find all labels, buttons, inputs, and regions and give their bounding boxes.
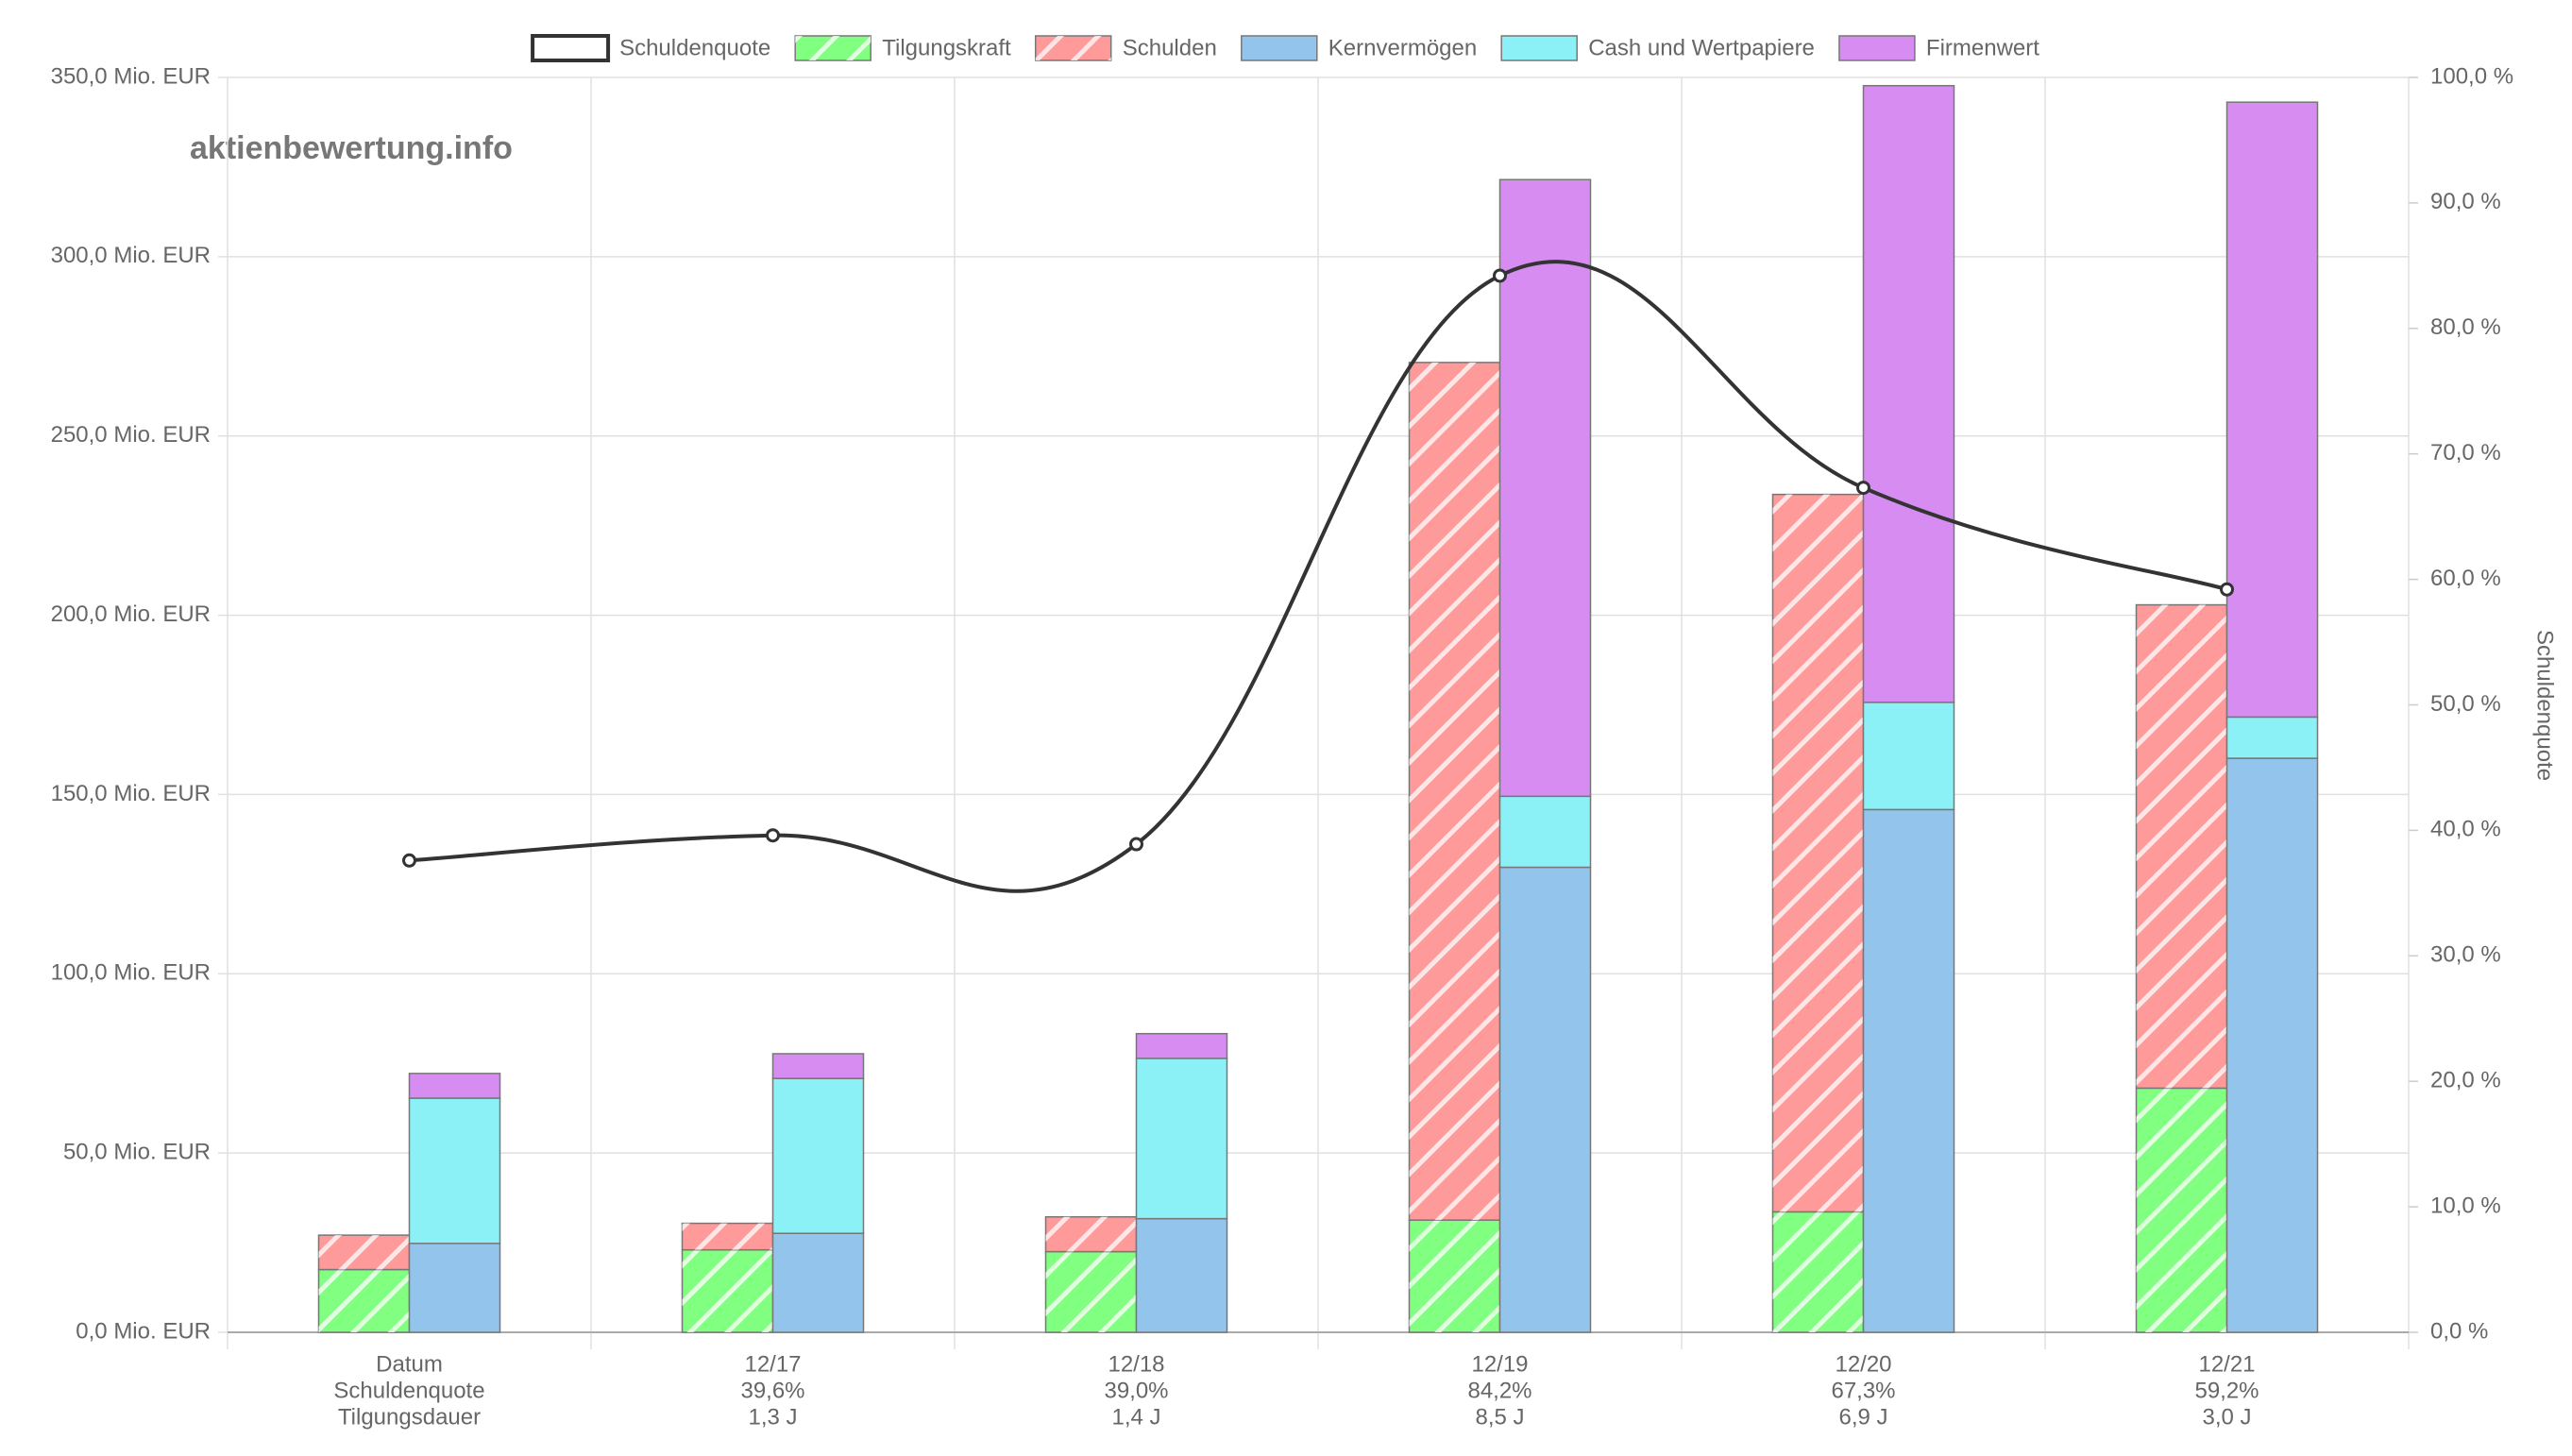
- x-tick-label: 39,0%: [1104, 1378, 1168, 1403]
- legend-label: Kernvermögen: [1328, 35, 1477, 60]
- bar: [771, 1077, 865, 1234]
- bar: [2225, 716, 2319, 759]
- legend-swatch: [531, 34, 611, 62]
- y2-tick-label: 40,0 %: [2430, 817, 2501, 842]
- x-tick-label: 67,3%: [1831, 1378, 1895, 1403]
- legend-label: Firmenwert: [1926, 35, 2039, 60]
- legend-label: Tilgungskraft: [882, 35, 1011, 60]
- bar: [2225, 101, 2319, 719]
- bar: [2225, 757, 2319, 1333]
- bar: [408, 1243, 501, 1333]
- legend: Schuldenquote Tilgungskraft Schulden Kernve…: [531, 34, 2039, 62]
- x-tick-label: 39,6%: [740, 1378, 804, 1403]
- y2-tick-label: 60,0 %: [2430, 566, 2501, 591]
- x-tick-label: 12/18: [1108, 1351, 1164, 1377]
- legend-swatch: [1838, 35, 1916, 61]
- line-point: [766, 828, 780, 843]
- bar: [317, 1234, 411, 1271]
- x-tick-label: 1,4 J: [1111, 1404, 1160, 1430]
- y-tick-label: 0,0 Mio. EUR: [76, 1318, 211, 1344]
- y-tick-label: 300,0 Mio. EUR: [51, 243, 211, 268]
- bar: [1408, 362, 1501, 1221]
- bar: [1862, 808, 1955, 1333]
- legend-swatch-hatch: [1035, 36, 1111, 60]
- bar: [2135, 603, 2228, 1090]
- bar: [1408, 1219, 1501, 1333]
- bar: [1044, 1215, 1138, 1253]
- bar: [408, 1097, 501, 1244]
- y2-tick-label: 70,0 %: [2430, 440, 2501, 466]
- x-tick-label: 12/20: [1835, 1351, 1891, 1377]
- bar: [1771, 493, 1865, 1213]
- bar: [1135, 1032, 1228, 1059]
- legend-label: Schuldenquote: [619, 35, 770, 60]
- y2-tick-label: 80,0 %: [2430, 314, 2501, 340]
- bar: [1862, 702, 1955, 811]
- y2-axis-title: Schuldenquote: [2532, 630, 2558, 781]
- bar: [1498, 866, 1592, 1333]
- bar: [771, 1232, 865, 1333]
- bar: [681, 1222, 774, 1251]
- y2-tick-label: 50,0 %: [2430, 691, 2501, 717]
- y-tick-label: 150,0 Mio. EUR: [51, 781, 211, 806]
- y2-tick-label: 100,0 %: [2430, 63, 2513, 89]
- x-tick-label: Schuldenquote: [333, 1378, 484, 1403]
- bar: [771, 1053, 865, 1079]
- bar: [681, 1248, 774, 1333]
- line-point: [1856, 481, 1870, 496]
- x-tick-label: Tilgungsdauer: [338, 1404, 481, 1430]
- y2-tick-label: 90,0 %: [2430, 189, 2501, 214]
- legend-label: Cash und Wertpapiere: [1588, 35, 1815, 60]
- x-tick-label: 1,3 J: [748, 1404, 797, 1430]
- x-tick-label: 84,2%: [1467, 1378, 1531, 1403]
- line-point: [2220, 582, 2234, 597]
- y-tick-label: 350,0 Mio. EUR: [51, 63, 211, 89]
- x-tick-label: 12/21: [2198, 1351, 2255, 1377]
- y-tick-label: 200,0 Mio. EUR: [51, 601, 211, 627]
- y-tick-label: 50,0 Mio. EUR: [63, 1139, 211, 1164]
- y2-tick-label: 30,0 %: [2430, 942, 2501, 968]
- bar: [1498, 795, 1592, 869]
- bar: [408, 1073, 501, 1099]
- bar: [1135, 1058, 1228, 1220]
- legend-swatch-hatch: [795, 36, 871, 60]
- y-tick-label: 100,0 Mio. EUR: [51, 960, 211, 986]
- bar: [1771, 1211, 1865, 1333]
- bar: [1044, 1250, 1138, 1333]
- line-point: [1493, 268, 1507, 283]
- y-tick-label: 250,0 Mio. EUR: [51, 422, 211, 448]
- y2-tick-label: 20,0 %: [2430, 1068, 2501, 1093]
- watermark: aktienbewertung.info: [190, 130, 513, 166]
- legend-swatch: [1500, 35, 1578, 61]
- y2-tick-label: 10,0 %: [2430, 1193, 2501, 1218]
- x-tick-label: 6,9 J: [1838, 1404, 1887, 1430]
- bar: [2135, 1087, 2228, 1333]
- line-point: [402, 853, 416, 868]
- bar: [1135, 1217, 1228, 1333]
- bar: [1862, 84, 1955, 703]
- x-tick-label: 3,0 J: [2202, 1404, 2251, 1430]
- legend-swatch: [1241, 35, 1318, 61]
- x-tick-label: Datum: [376, 1351, 443, 1377]
- x-tick-label: 8,5 J: [1475, 1404, 1524, 1430]
- legend-label: Schulden: [1123, 35, 1217, 60]
- bar: [1498, 178, 1592, 798]
- x-tick-label: 12/17: [744, 1351, 801, 1377]
- x-tick-label: 12/19: [1471, 1351, 1528, 1377]
- x-tick-label: 59,2%: [2194, 1378, 2259, 1403]
- y2-tick-label: 0,0 %: [2430, 1318, 2488, 1344]
- bar: [317, 1268, 411, 1333]
- line-point: [1129, 837, 1143, 852]
